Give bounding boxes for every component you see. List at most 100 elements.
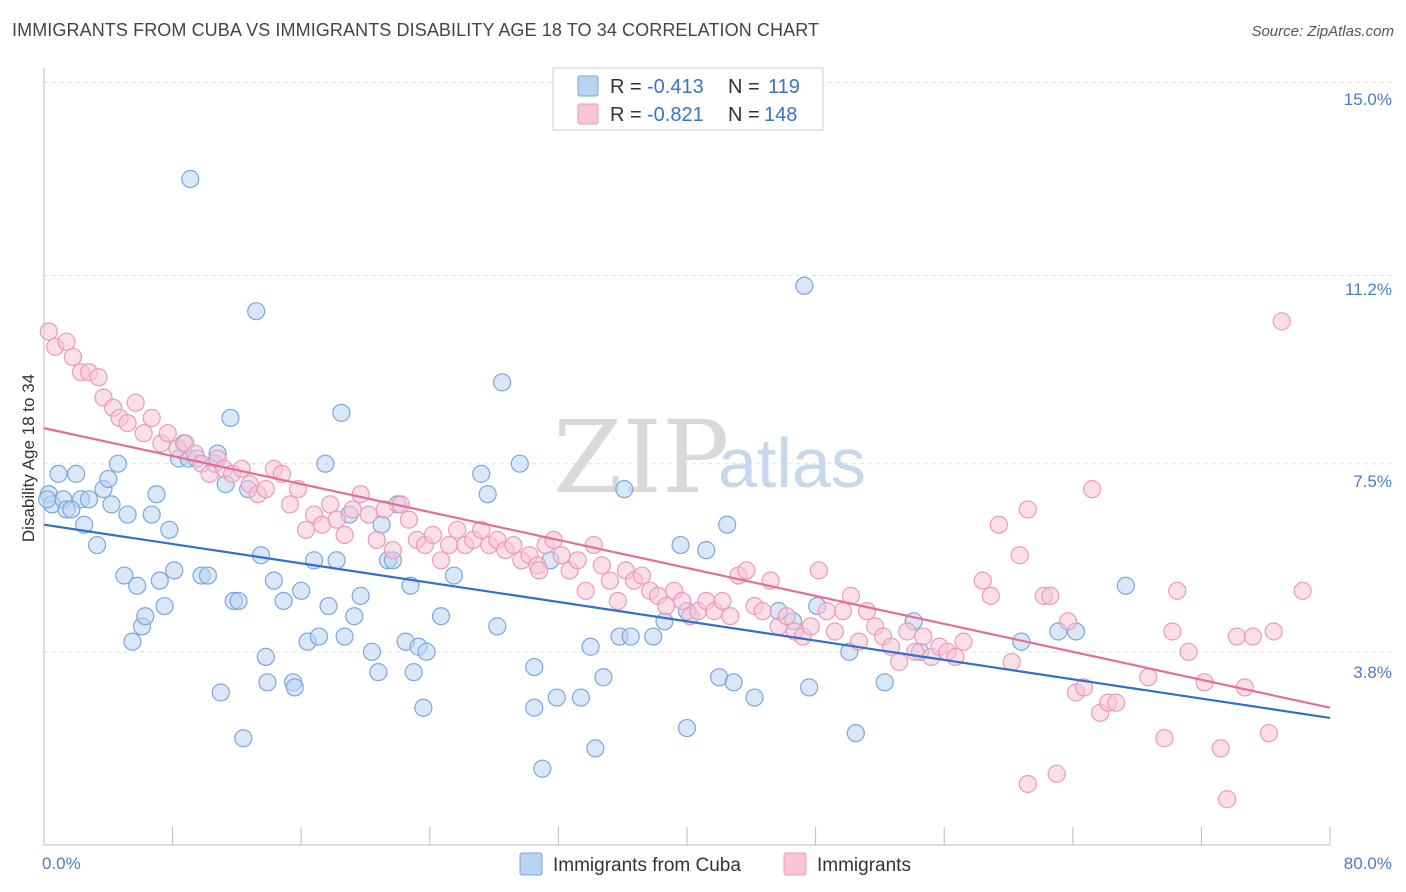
- bottom-legend-label-cuba: Immigrants from Cuba: [553, 855, 741, 876]
- data-point: [1018, 774, 1037, 794]
- data-point: [115, 566, 134, 585]
- data-point: [431, 551, 451, 570]
- data-point: [801, 617, 820, 636]
- data-point: [890, 652, 909, 672]
- data-point: [1211, 739, 1230, 758]
- data-point: [1155, 729, 1174, 748]
- data-point: [621, 627, 640, 646]
- data-point: [530, 561, 549, 580]
- data-point: [504, 535, 523, 555]
- data-point: [1227, 627, 1246, 646]
- data-point: [1058, 612, 1078, 631]
- data-point: [335, 627, 354, 646]
- data-point: [147, 485, 166, 504]
- data-point: [1243, 627, 1262, 646]
- data-point: [478, 485, 497, 504]
- data-point: [134, 424, 153, 443]
- data-point: [1293, 581, 1312, 600]
- data-point: [327, 551, 346, 570]
- data-point: [234, 729, 253, 748]
- legend-n-value: 148: [764, 104, 797, 126]
- data-point: [256, 647, 275, 666]
- data-point: [309, 627, 328, 646]
- data-point: [981, 586, 1000, 605]
- data-point: [525, 698, 544, 717]
- data-point: [118, 505, 137, 524]
- data-point: [444, 566, 464, 585]
- data-point: [584, 535, 603, 555]
- data-point: [713, 591, 732, 611]
- data-point: [809, 561, 828, 580]
- watermark: ZIP atlas: [553, 399, 866, 516]
- data-point: [615, 480, 634, 499]
- data-point: [777, 607, 796, 626]
- data-point: [345, 607, 364, 626]
- data-point: [158, 424, 177, 443]
- axes: [43, 68, 1331, 846]
- data-point: [89, 368, 108, 387]
- data-point: [1259, 724, 1279, 743]
- data-point: [571, 688, 591, 707]
- data-point: [414, 698, 433, 717]
- data-point: [142, 505, 161, 524]
- data-point: [753, 602, 772, 621]
- y-tick-label: 3.8%: [1353, 663, 1392, 682]
- data-point: [655, 612, 674, 631]
- bottom-legend: Immigrants from Cuba Immigrants: [519, 852, 911, 876]
- data-point: [1041, 586, 1060, 605]
- data-point: [533, 759, 552, 778]
- y-tick-label: 7.5%: [1353, 472, 1392, 491]
- data-point: [1139, 668, 1158, 687]
- data-point: [404, 663, 423, 682]
- data-point: [369, 663, 388, 682]
- data-point: [274, 591, 293, 611]
- legend: R = -0.413 N = 119 R = -0.821 N = 148: [552, 67, 824, 131]
- data-point: [632, 566, 652, 585]
- data-point: [142, 408, 161, 428]
- data-point: [280, 495, 300, 514]
- data-point: [181, 169, 200, 189]
- data-point: [79, 490, 99, 509]
- data-point: [898, 622, 917, 641]
- data-point: [319, 596, 338, 616]
- data-point: [258, 673, 277, 692]
- data-point: [383, 541, 402, 560]
- data-point: [343, 500, 362, 519]
- data-point: [102, 495, 121, 514]
- y-tick-label: 15.0%: [1344, 90, 1392, 109]
- data-point: [800, 678, 819, 697]
- data-point: [510, 454, 529, 473]
- data-point: [724, 673, 743, 692]
- data-point: [989, 515, 1008, 534]
- data-point: [1018, 500, 1037, 519]
- data-point: [38, 490, 57, 509]
- data-point: [99, 469, 118, 489]
- data-point: [362, 642, 382, 661]
- data-point: [256, 480, 275, 499]
- data-point: [1074, 678, 1094, 697]
- data-point: [423, 525, 443, 544]
- data-point: [251, 546, 271, 565]
- data-point: [67, 464, 86, 483]
- chart-title: IMMIGRANTS FROM CUBA VS IMMIGRANTS DISAB…: [12, 20, 820, 40]
- legend-swatch-immigrants: [577, 103, 599, 125]
- watermark-atlas: atlas: [718, 424, 866, 502]
- data-point: [875, 673, 894, 692]
- gridlines: [44, 81, 1395, 653]
- y-axis-label: Disability Age 18 to 34: [19, 374, 38, 542]
- legend-n-label: N =: [728, 104, 760, 126]
- data-point: [718, 515, 737, 534]
- data-point: [1272, 312, 1291, 331]
- data-point: [118, 413, 137, 433]
- data-point: [914, 627, 933, 646]
- data-point: [128, 576, 147, 595]
- bottom-legend-swatch-immigrants: [783, 852, 807, 876]
- data-point: [264, 571, 283, 590]
- data-point: [1168, 581, 1187, 600]
- legend-r-label: R =: [610, 76, 642, 98]
- data-point: [677, 718, 697, 738]
- data-point: [399, 510, 419, 529]
- data-point: [1002, 652, 1021, 672]
- data-point: [198, 566, 218, 585]
